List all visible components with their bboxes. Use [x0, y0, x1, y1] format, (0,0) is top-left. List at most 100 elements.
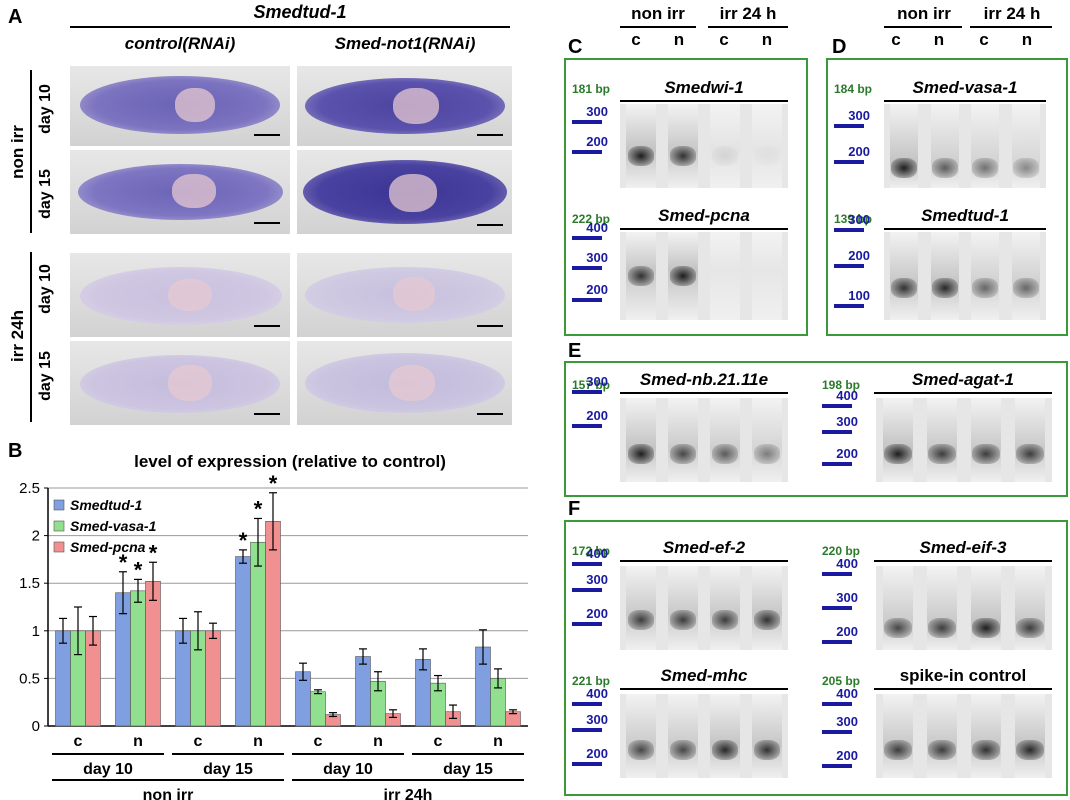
ladder-label: 300	[836, 714, 858, 729]
gel-band	[1015, 740, 1045, 760]
gel-band	[627, 146, 655, 166]
row-label-day10-nonirr: day 10	[37, 84, 54, 134]
gel-gene-label: Smed-agat-1	[911, 370, 1015, 389]
gel-box-f	[564, 520, 1068, 796]
ladder-mark	[822, 764, 852, 768]
bar	[310, 691, 326, 727]
gel-band	[931, 278, 958, 298]
panel-label-a: A	[8, 6, 23, 28]
bar	[250, 541, 266, 727]
panel-a-title-rule	[70, 26, 510, 28]
gel-d-lane-c1: c	[891, 30, 901, 49]
ladder-label: 200	[836, 624, 858, 639]
legend-label: Smedtud-1	[70, 497, 143, 513]
gel-gene-rule	[620, 100, 788, 102]
gel-band	[669, 266, 697, 286]
x-category-label: n	[373, 733, 383, 750]
photo-not1-day10-irr	[297, 253, 512, 337]
panel-label-c: C	[568, 36, 583, 58]
gel-band	[753, 146, 781, 166]
significance-star: *	[239, 528, 248, 553]
gel-band	[927, 740, 957, 760]
bar	[355, 656, 371, 727]
gel-image	[884, 232, 1046, 320]
bar	[265, 521, 281, 727]
gel-gene-label: Smedtud-1	[921, 206, 1009, 225]
photo-control-day10-irr	[70, 253, 290, 337]
ladder-label: 300	[836, 414, 858, 429]
ladder-label: 300	[848, 108, 870, 123]
photo-control-day15-nonirr	[70, 150, 290, 234]
significance-star: *	[254, 496, 263, 521]
ladder-label: 200	[586, 408, 608, 423]
ladder-label: 300	[586, 374, 608, 389]
ladder-label: 200	[848, 248, 870, 263]
ladder-label: 400	[836, 556, 858, 571]
gel-lane-smear	[668, 398, 698, 482]
gel-band	[891, 158, 918, 178]
x-category-label: c	[194, 733, 203, 750]
gel-band	[891, 278, 918, 298]
day-label: day 15	[443, 761, 493, 778]
gel-c-col-nonirr: non irr	[631, 4, 685, 23]
x-category-label: c	[74, 733, 83, 750]
gel-gene-rule	[620, 688, 788, 690]
gel-lane-smear	[710, 566, 740, 650]
gel-lane-smear	[710, 694, 740, 778]
gel-band	[711, 146, 739, 166]
gel-band	[883, 740, 913, 760]
significance-star: *	[149, 540, 158, 565]
panel-label-d: D	[832, 36, 847, 58]
gel-lane-smear	[752, 398, 782, 482]
gel-lane-smear	[752, 566, 782, 650]
gel-gene-label: Smed-eif-3	[919, 538, 1007, 557]
ladder-mark	[822, 462, 852, 466]
significance-star: *	[269, 471, 278, 496]
gel-lane-smear	[882, 694, 914, 778]
gel-box-d	[826, 58, 1068, 336]
gel-d-lane-c2: c	[979, 30, 989, 49]
gel-lane-smear	[970, 694, 1002, 778]
gel-d-lane-n2: n	[1021, 30, 1033, 49]
group-bracket-irr	[30, 252, 32, 422]
gel-lane-smear	[882, 398, 914, 482]
gel-box-c	[564, 58, 808, 336]
ladder-mark	[572, 390, 602, 394]
legend-label: Smed-pcna	[70, 539, 146, 555]
ladder-label: 300	[836, 590, 858, 605]
gel-band	[669, 444, 697, 464]
gel-gene-rule	[620, 228, 788, 230]
panel-label-f: F	[568, 498, 581, 520]
gel-lane-smear	[710, 104, 740, 188]
gel-lane-smear	[926, 694, 958, 778]
ladder-label: 300	[848, 212, 870, 227]
gel-c-lane-n2: n	[761, 30, 773, 49]
panel-label-b: B	[8, 440, 23, 462]
gel-band	[931, 158, 958, 178]
ladder-mark	[572, 562, 602, 566]
gel-gene-rule	[874, 392, 1052, 394]
ladder-mark	[572, 120, 602, 124]
gel-band	[971, 618, 1001, 638]
gel-band	[971, 740, 1001, 760]
photo-not1-day15-irr	[297, 341, 512, 425]
gel-gene-label: Smed-nb.21.11e	[639, 370, 769, 389]
gel-band	[627, 740, 655, 760]
gel-lane-smear	[1014, 398, 1046, 482]
row-label-day15-irr: day 15	[37, 351, 54, 401]
col-label-control: control(RNAi)	[124, 34, 236, 53]
ladder-mark	[572, 150, 602, 154]
gel-gene-label: Smed-mhc	[660, 666, 748, 685]
y-tick-label: 0.5	[19, 670, 40, 687]
gel-gene-label: Smed-vasa-1	[912, 78, 1018, 97]
gel-c-lane-c1: c	[631, 30, 641, 49]
ladder-label: 400	[586, 546, 608, 561]
ladder-label: 400	[836, 686, 858, 701]
gel-size-label: 220 bp	[822, 544, 861, 558]
y-tick-label: 2	[32, 528, 40, 545]
x-category-label: n	[253, 733, 263, 750]
significance-star: *	[134, 557, 143, 582]
gel-size-label: 198 bp	[822, 378, 861, 392]
gel-lane-smear	[971, 232, 1000, 320]
gel-gene-rule	[874, 560, 1052, 562]
